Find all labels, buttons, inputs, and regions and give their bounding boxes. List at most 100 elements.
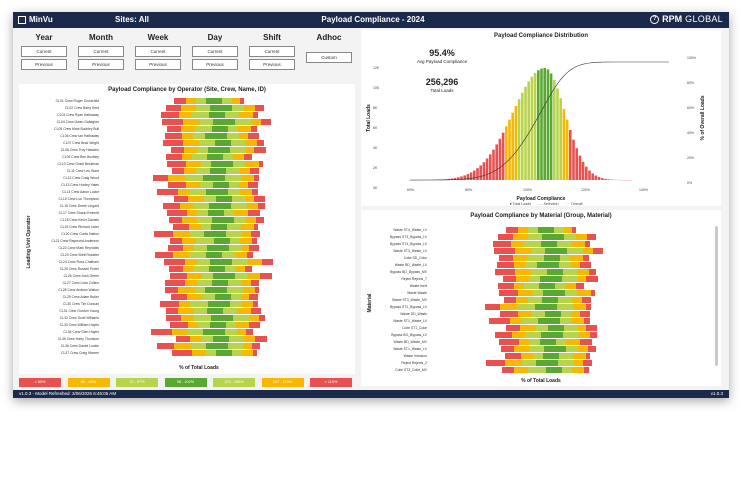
bar-segment[interactable] bbox=[225, 175, 241, 181]
bar-segment[interactable] bbox=[226, 231, 242, 237]
bar-segment[interactable] bbox=[505, 353, 521, 359]
bar-segment[interactable] bbox=[198, 322, 210, 328]
bar-segment[interactable] bbox=[541, 241, 557, 247]
bar-segment[interactable] bbox=[245, 161, 259, 167]
bar-segment[interactable] bbox=[572, 318, 584, 324]
bar-segment[interactable] bbox=[242, 301, 253, 307]
bar-segment[interactable] bbox=[211, 224, 227, 230]
bar-segment[interactable] bbox=[494, 248, 515, 254]
bar-segment[interactable] bbox=[194, 245, 207, 251]
bar-segment[interactable] bbox=[514, 367, 528, 373]
bar-segment[interactable] bbox=[501, 346, 514, 352]
bar-segment[interactable] bbox=[485, 304, 500, 310]
bar-segment[interactable] bbox=[247, 203, 258, 209]
bar-segment[interactable] bbox=[197, 147, 208, 153]
bar-segment[interactable] bbox=[178, 308, 194, 314]
bar-segment[interactable] bbox=[519, 339, 529, 345]
bar-segment[interactable] bbox=[206, 98, 222, 104]
histogram-bar[interactable] bbox=[537, 70, 540, 180]
bar-segment[interactable] bbox=[554, 227, 564, 233]
bar-segment[interactable] bbox=[207, 245, 229, 251]
bar-segment[interactable] bbox=[241, 224, 254, 230]
bar-segment[interactable] bbox=[232, 259, 248, 265]
bar-segment[interactable] bbox=[233, 315, 249, 321]
bar-segment[interactable] bbox=[170, 322, 188, 328]
bar-segment[interactable] bbox=[174, 343, 191, 349]
histogram-bar[interactable] bbox=[489, 154, 492, 180]
bar-segment[interactable] bbox=[522, 360, 536, 366]
histogram-bar[interactable] bbox=[495, 144, 498, 180]
bar-segment[interactable] bbox=[222, 252, 236, 258]
bar-segment[interactable] bbox=[215, 140, 231, 146]
bar-segment[interactable] bbox=[499, 290, 518, 296]
bar-segment[interactable] bbox=[502, 367, 514, 373]
histogram-bar[interactable] bbox=[466, 174, 470, 180]
bar-segment[interactable] bbox=[500, 311, 518, 317]
bar-segment[interactable] bbox=[240, 168, 250, 174]
bar-segment[interactable] bbox=[506, 227, 518, 233]
bar-segment[interactable] bbox=[243, 336, 255, 342]
bar-segment[interactable] bbox=[195, 287, 205, 293]
bar-segment[interactable] bbox=[248, 259, 262, 265]
bar-segment[interactable] bbox=[216, 196, 232, 202]
histogram-bar[interactable] bbox=[521, 92, 524, 180]
month-previous-button[interactable]: Previous bbox=[78, 59, 124, 70]
year-current-button[interactable]: Current bbox=[21, 46, 67, 57]
bar-segment[interactable] bbox=[166, 105, 181, 111]
bar-segment[interactable] bbox=[538, 227, 554, 233]
bar-segment[interactable] bbox=[242, 280, 251, 286]
histogram-bar[interactable] bbox=[482, 162, 486, 180]
bar-segment[interactable] bbox=[564, 325, 578, 331]
bar-segment[interactable] bbox=[555, 283, 565, 289]
bar-segment[interactable] bbox=[580, 262, 591, 268]
bar-segment[interactable] bbox=[205, 133, 227, 139]
bar-segment[interactable] bbox=[190, 336, 202, 342]
bar-segment[interactable] bbox=[226, 322, 236, 328]
bar-segment[interactable] bbox=[192, 350, 206, 356]
bar-segment[interactable] bbox=[557, 241, 571, 247]
bar-segment[interactable] bbox=[196, 98, 206, 104]
bar-segment[interactable] bbox=[225, 112, 239, 118]
bar-segment[interactable] bbox=[566, 346, 578, 352]
bar-segment[interactable] bbox=[237, 308, 251, 314]
bar-segment[interactable] bbox=[209, 266, 225, 272]
histogram-bar[interactable] bbox=[492, 149, 495, 180]
bar-segment[interactable] bbox=[529, 346, 544, 352]
bar-segment[interactable] bbox=[211, 315, 233, 321]
bar-segment[interactable] bbox=[504, 297, 516, 303]
bar-segment[interactable] bbox=[516, 297, 528, 303]
histogram-bar[interactable] bbox=[457, 177, 460, 180]
day-current-button[interactable]: Current bbox=[192, 46, 238, 57]
week-previous-button[interactable]: Previous bbox=[135, 59, 181, 70]
bar-segment[interactable] bbox=[240, 238, 252, 244]
bar-segment[interactable] bbox=[578, 276, 586, 282]
bar-segment[interactable] bbox=[166, 308, 178, 314]
bar-segment[interactable] bbox=[515, 248, 532, 254]
bar-segment[interactable] bbox=[234, 217, 246, 223]
bar-segment[interactable] bbox=[186, 161, 201, 167]
bar-segment[interactable] bbox=[187, 210, 197, 216]
bar-segment[interactable] bbox=[163, 140, 183, 146]
bar-segment[interactable] bbox=[231, 140, 245, 146]
bar-segment[interactable] bbox=[210, 259, 232, 265]
bar-segment[interactable] bbox=[234, 210, 248, 216]
bar-segment[interactable] bbox=[166, 315, 181, 321]
bar-segment[interactable] bbox=[532, 248, 545, 254]
bar-segment[interactable] bbox=[249, 245, 259, 251]
bar-segment[interactable] bbox=[249, 294, 258, 300]
bar-segment[interactable] bbox=[528, 234, 542, 240]
bar-segment[interactable] bbox=[574, 360, 583, 366]
bar-segment[interactable] bbox=[207, 308, 223, 314]
year-previous-button[interactable]: Previous bbox=[21, 59, 67, 70]
bar-segment[interactable] bbox=[197, 280, 212, 286]
bar-segment[interactable] bbox=[524, 283, 539, 289]
bar-segment[interactable] bbox=[248, 210, 260, 216]
bar-segment[interactable] bbox=[499, 339, 519, 345]
bar-segment[interactable] bbox=[498, 283, 514, 289]
bar-segment[interactable] bbox=[563, 332, 579, 338]
bar-segment[interactable] bbox=[513, 234, 528, 240]
bar-segment[interactable] bbox=[183, 266, 193, 272]
bar-segment[interactable] bbox=[532, 311, 545, 317]
help-icon[interactable]: ? bbox=[650, 14, 660, 24]
bar-segment[interactable] bbox=[251, 308, 261, 314]
